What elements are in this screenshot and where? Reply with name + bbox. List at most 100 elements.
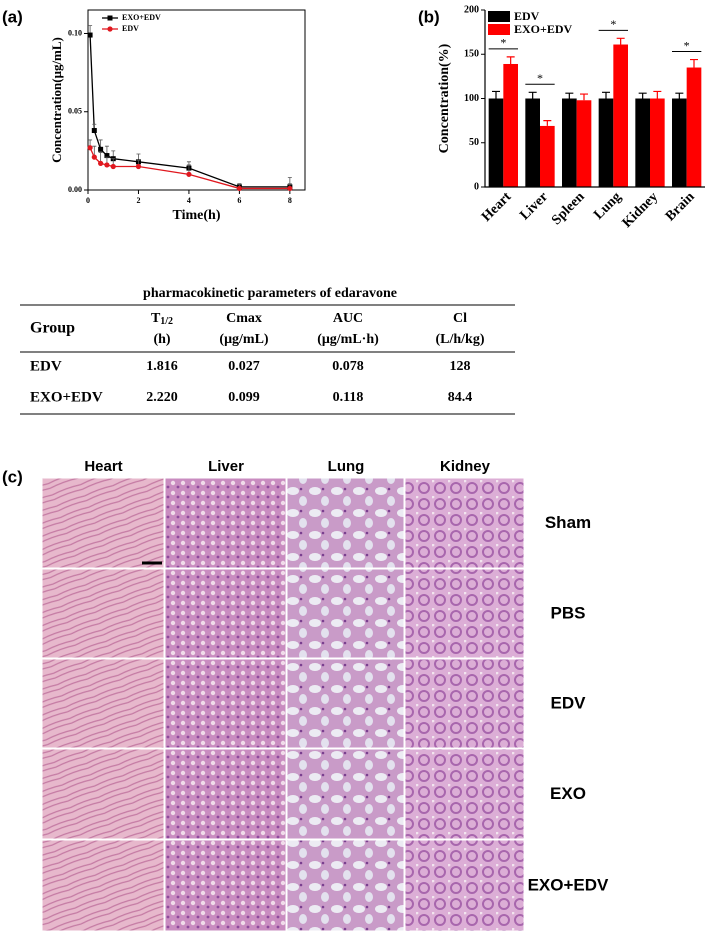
y-tick-label: 100: [464, 93, 479, 104]
micrograph: [41, 748, 165, 840]
y-tick-label: 150: [464, 49, 479, 60]
axes: [484, 10, 705, 188]
legend-swatch: [488, 11, 510, 22]
column-label: Heart: [84, 458, 122, 475]
panel-label: (a): [2, 7, 23, 26]
x-tick-label: 2: [136, 196, 140, 205]
x-tick-label: Liver: [517, 189, 551, 223]
micrograph: [41, 568, 165, 659]
data-point: [104, 162, 110, 168]
row-label: EXO: [550, 784, 586, 803]
x-tick-label: Lung: [591, 189, 624, 222]
significance-label: *: [684, 38, 690, 52]
table: pharmacokinetic parameters of edaravone …: [20, 286, 515, 415]
column-label: Kidney: [440, 458, 491, 475]
table-title: pharmacokinetic parameters of edaravone: [143, 286, 397, 301]
table-cell: 0.099: [228, 390, 260, 405]
bar: [613, 44, 628, 187]
bar: [503, 63, 518, 187]
y-tick-label: 0.05: [68, 107, 82, 116]
row-label: EDV: [551, 693, 587, 712]
micrograph: [404, 477, 525, 569]
micrograph: [41, 839, 165, 932]
error-bar: [565, 92, 574, 99]
header-unit: (μg/mL): [219, 332, 268, 347]
table-cell: 0.118: [333, 390, 364, 405]
header-cell: AUC: [333, 311, 363, 326]
legend-swatch: [488, 24, 510, 35]
row-label: Sham: [545, 513, 591, 532]
y-tick-label: 0: [474, 181, 479, 192]
error-bar: [506, 56, 515, 64]
y-axis-title: Concentration(μg/mL): [49, 37, 64, 163]
data-point: [87, 145, 93, 151]
legend-label: EDV: [514, 9, 540, 23]
data-point: [98, 146, 104, 152]
micrograph: [164, 568, 287, 659]
micrograph: [404, 748, 525, 840]
data-point: [91, 128, 97, 134]
table-cell: EXO+EDV: [30, 389, 103, 405]
error-bar: [602, 91, 610, 99]
x-tick-label: 0: [86, 196, 90, 205]
micrograph: [41, 477, 165, 569]
bar: [672, 98, 687, 187]
header-cell: T1/2: [151, 311, 173, 327]
data-point: [91, 154, 97, 160]
x-tick-label: Spleen: [549, 189, 588, 228]
column-label: Liver: [208, 458, 244, 475]
micrograph: [286, 477, 405, 569]
bar: [576, 100, 592, 187]
row-label: PBS: [551, 603, 586, 622]
plot-frame: [87, 9, 306, 191]
micrograph: [286, 748, 405, 840]
legend-marker: [107, 26, 113, 32]
header-cell: Cmax: [226, 311, 262, 326]
row-label: EXO+EDV: [528, 875, 609, 894]
micrograph: [164, 839, 287, 932]
significance-label: *: [537, 71, 543, 85]
data-line: [89, 35, 290, 188]
y-tick-label: 0.00: [68, 185, 82, 194]
header-symbol: T: [151, 311, 161, 326]
y-axis-title: Concentration(%): [437, 43, 452, 153]
x-tick-label: 8: [288, 196, 292, 205]
header-subscript: 1/2: [160, 316, 173, 327]
micrograph: [404, 839, 525, 932]
bar: [488, 98, 504, 187]
bar: [635, 98, 650, 187]
x-tick-label: Kidney: [620, 189, 661, 230]
error-bar: [492, 90, 500, 99]
significance-label: *: [610, 17, 616, 31]
micrograph: [41, 658, 165, 749]
x-tick-label: Brain: [663, 189, 698, 224]
micrograph: [164, 658, 287, 749]
x-tick-label: Heart: [479, 189, 515, 225]
data-point: [104, 153, 110, 159]
legend-label: EDV: [122, 24, 139, 33]
x-axis-title: Time(h): [173, 208, 221, 223]
legend-marker: [107, 15, 113, 21]
header-unit: (L/h/kg): [435, 332, 484, 347]
micrograph: [164, 748, 287, 840]
table-body: EDV 1.816 0.027 0.078 128 EXO+EDV 2.220 0.099 0.…: [30, 358, 472, 405]
micrograph: [404, 658, 525, 749]
bar: [525, 98, 540, 187]
error-bar: [616, 37, 625, 45]
micrograph: [286, 658, 405, 749]
bar: [562, 98, 577, 187]
y-tick-label: 50: [469, 137, 479, 148]
data-point: [287, 185, 293, 192]
bar: [540, 125, 555, 187]
table-cell: 0.078: [332, 359, 364, 374]
data-point: [87, 32, 93, 38]
table-cell: 1.816: [146, 359, 178, 374]
significance-label: *: [500, 36, 506, 50]
data-point: [110, 163, 116, 170]
bar: [598, 98, 614, 187]
data-point: [135, 163, 142, 170]
bar: [650, 98, 665, 187]
table-cell: EDV: [30, 358, 62, 374]
error-bar: [528, 91, 537, 99]
